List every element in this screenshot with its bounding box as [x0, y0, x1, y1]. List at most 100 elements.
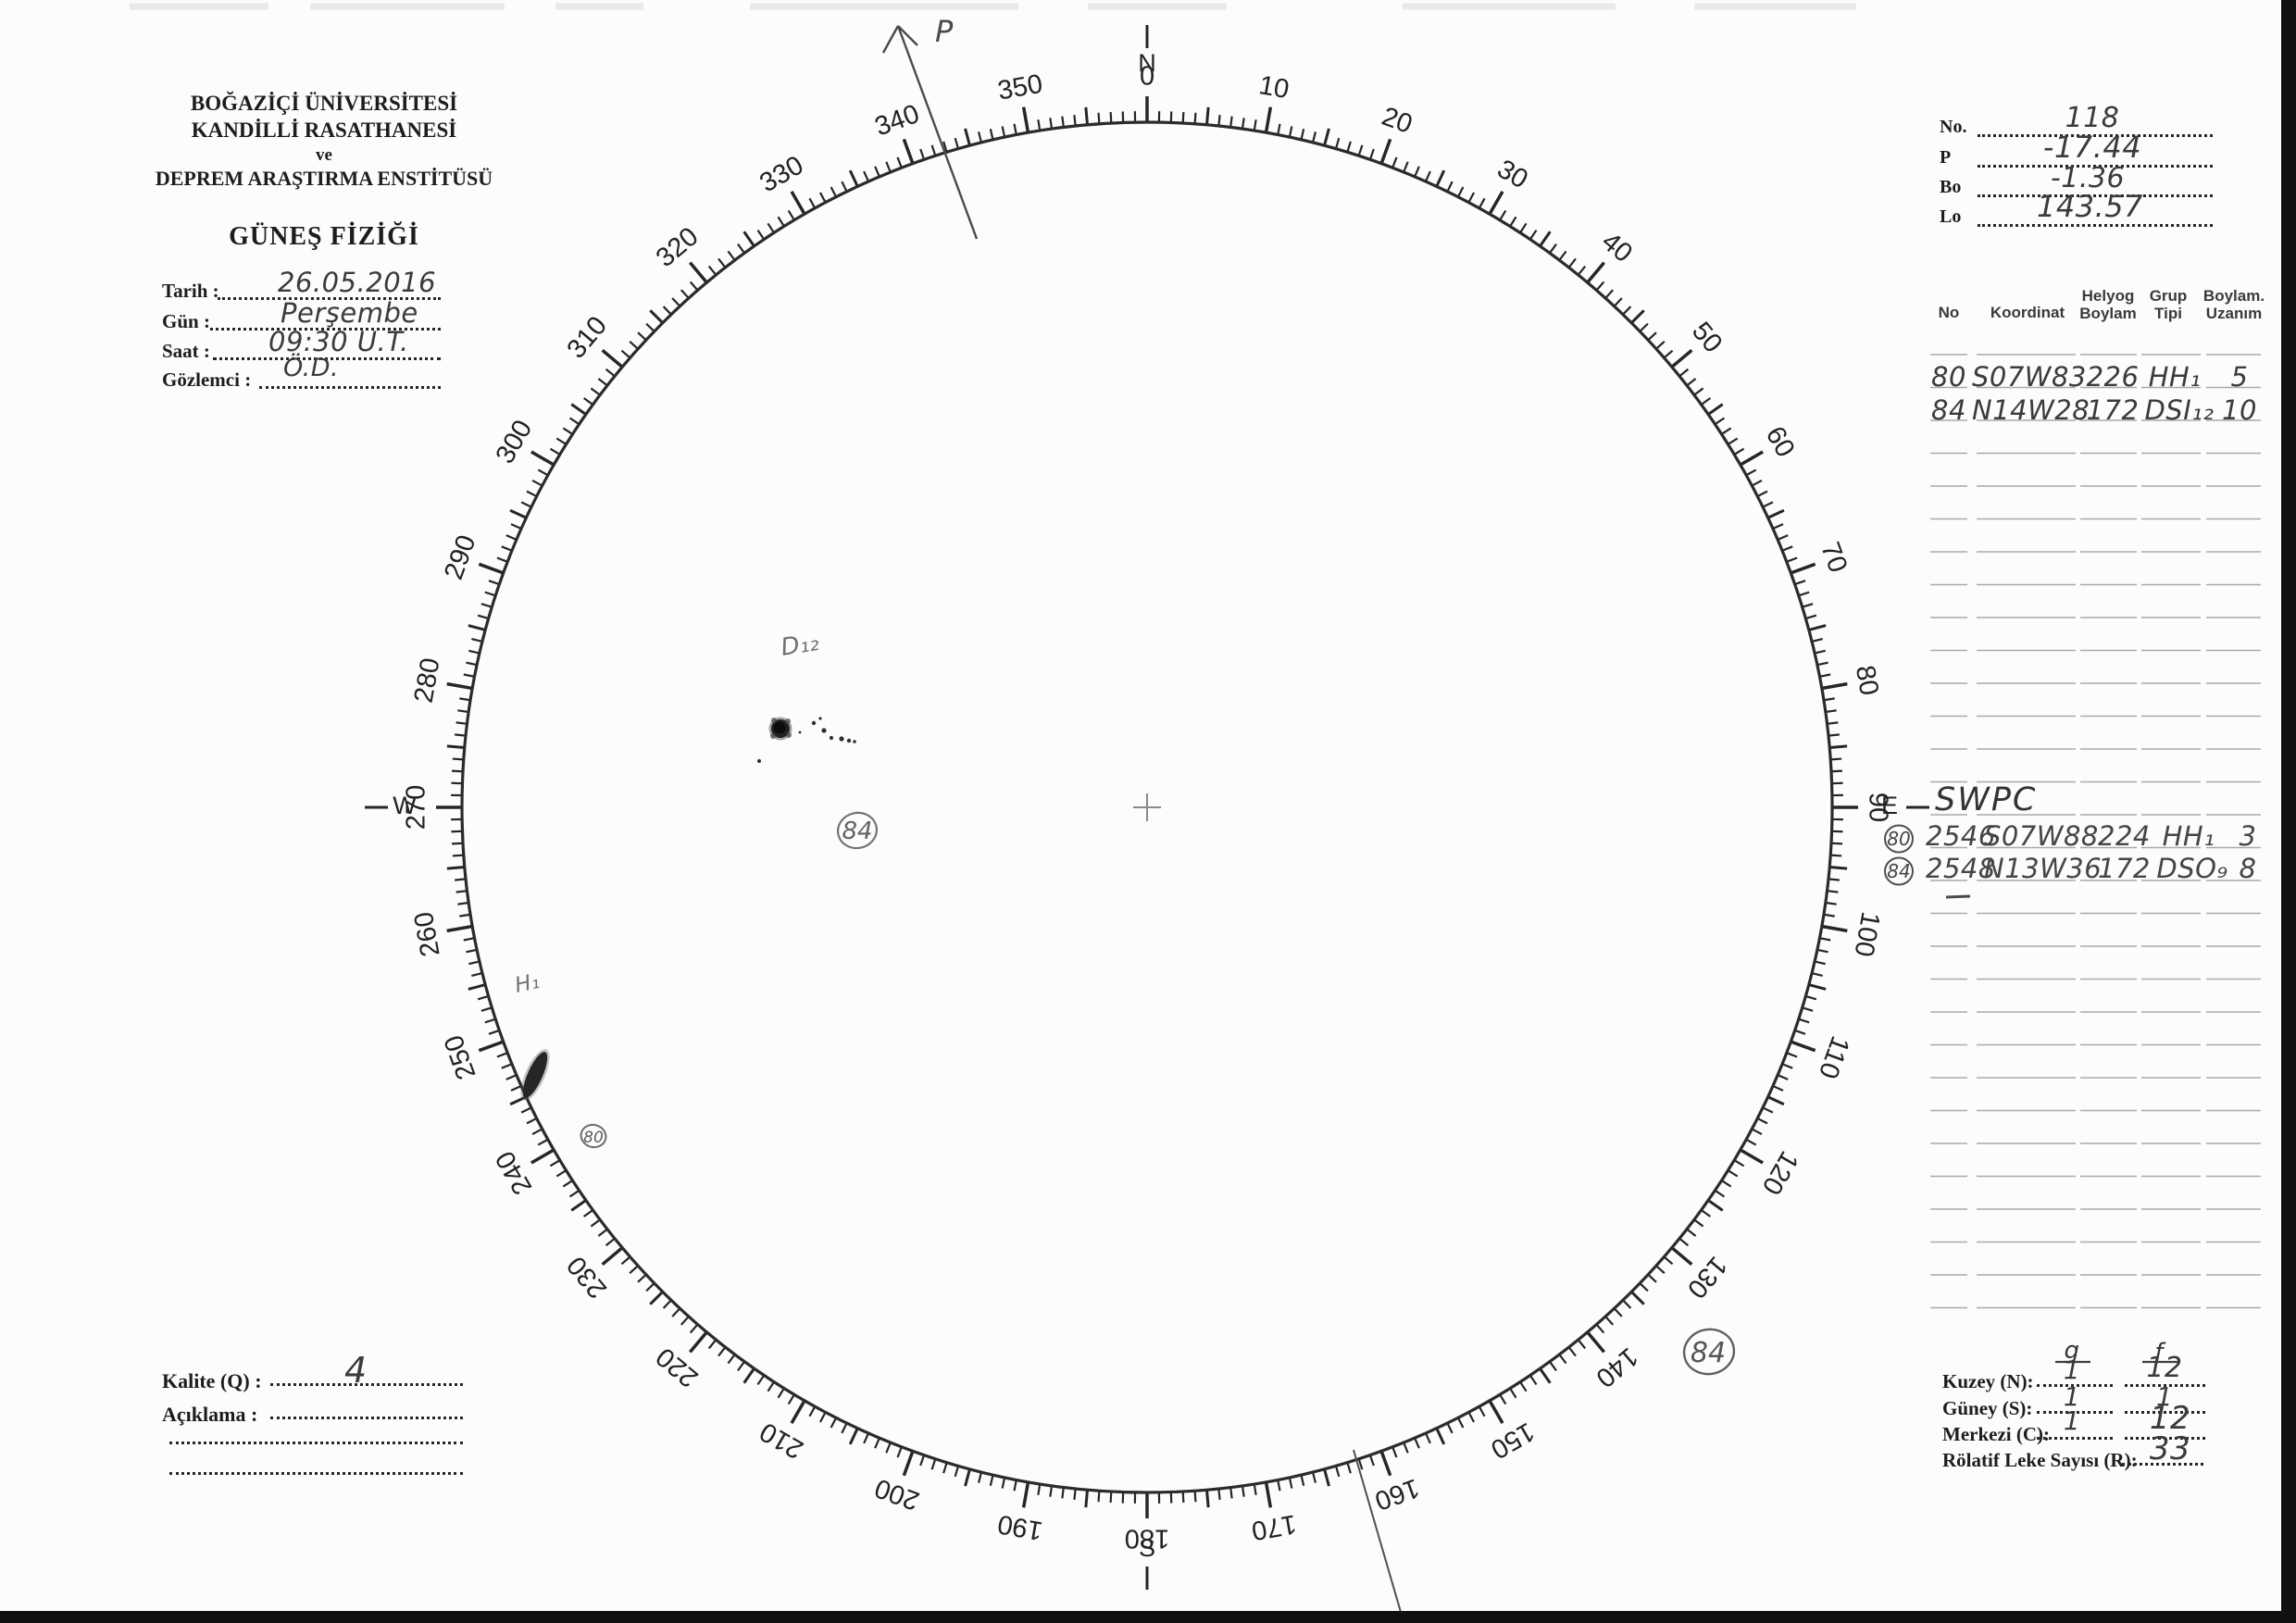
- swpc-row-cell: DSO₉: [2156, 853, 2228, 884]
- svg-text:100: 100: [1848, 909, 1885, 958]
- svg-text:150: 150: [1486, 1417, 1540, 1465]
- svg-text:N: N: [1138, 49, 1156, 77]
- institution-line: KANDİLLİ RASATHANESİ: [191, 118, 457, 142]
- gozlemci-value: Ö.D.: [283, 354, 340, 382]
- stray-pencil-line: [1353, 1449, 1404, 1619]
- table-row-cell: 226: [2086, 361, 2140, 393]
- gozlemci-line: [259, 367, 441, 389]
- tarih-value: 26.05.2016: [278, 267, 437, 298]
- no-label: No.: [1940, 117, 1967, 137]
- svg-text:340: 340: [871, 99, 923, 143]
- table-row-cell: 5: [2230, 361, 2249, 393]
- institution-line: DEPREM ARAŞTIRMA ENSTİTÜSÜ: [155, 167, 493, 191]
- table-row-cell: DSI₁₂: [2144, 394, 2215, 426]
- sunspot-edge: [771, 718, 777, 723]
- col-header-no: No: [1938, 304, 1960, 321]
- circled-84-outer-number: 84: [1691, 1337, 1726, 1369]
- p-line: [1978, 145, 2213, 168]
- group-84-type-label: D₁₂: [779, 629, 820, 662]
- no-value: 118: [2065, 102, 2120, 134]
- tarih-line: [218, 278, 441, 300]
- merkezi-label: Merkezi (C):: [1942, 1423, 2051, 1445]
- sunspot-group-80: H₁ 80: [513, 969, 607, 1149]
- kuzey-f-value: 12: [2146, 1352, 2183, 1384]
- swpc-row-cell: 172: [2098, 853, 2151, 884]
- solar-disk-rim: [460, 120, 1834, 1494]
- kuzey-f-line: [2125, 1365, 2205, 1387]
- swpc-label: SWPC: [1935, 781, 2038, 818]
- merkezi-f-line: [2125, 1417, 2205, 1440]
- col-header-uzanim: Boylam. Uzanım: [2202, 287, 2265, 322]
- pencil-circle: [1884, 824, 1914, 854]
- kuzey-label: Kuzey (N):: [1942, 1370, 2034, 1392]
- lo-label: Lo: [1940, 206, 1962, 227]
- svg-text:120: 120: [1756, 1146, 1804, 1200]
- saat-value: 09:30 U.T.: [268, 326, 409, 357]
- rolatif-line: [2122, 1443, 2203, 1466]
- svg-text:220: 220: [651, 1342, 705, 1393]
- kuzey-g-line: [2037, 1365, 2113, 1387]
- col-header-koordinat: Koordinat: [1990, 304, 2065, 321]
- table-row-cell: HH₁: [2148, 361, 2202, 393]
- bo-value: -1.36: [2050, 162, 2126, 194]
- rolatif-value: 33: [2149, 1430, 2191, 1467]
- col-header-helyog: Helyog Boylam: [2079, 287, 2137, 322]
- svg-text:190: 190: [995, 1508, 1044, 1545]
- svg-text:E: E: [1881, 792, 1898, 819]
- p-label: P: [1940, 147, 1952, 168]
- guney-f-line: [2125, 1392, 2205, 1414]
- swpc-row1-circled: 80: [1887, 828, 1910, 850]
- svg-text:110: 110: [1813, 1032, 1855, 1082]
- svg-text:260: 260: [409, 909, 446, 958]
- pencil-circle: [1682, 1328, 1736, 1376]
- swpc-row-cell: 3: [2239, 820, 2257, 852]
- svg-text:180: 180: [1125, 1523, 1169, 1553]
- kalite-label: Kalite (Q) :: [162, 1369, 262, 1392]
- sunspot-trailing-specks: [757, 717, 856, 763]
- no-line: [1978, 115, 2213, 137]
- merkezi-g-line: [2037, 1417, 2113, 1440]
- rolatif-label: Rölatif Leke Sayısı (R):: [1942, 1449, 2138, 1471]
- guney-f-value: 1: [2155, 1381, 2174, 1412]
- circled-84-annotation-outer: 84: [1682, 1328, 1736, 1376]
- svg-text:0: 0: [1140, 62, 1154, 92]
- svg-text:330: 330: [755, 150, 808, 198]
- svg-text:230: 230: [562, 1251, 614, 1305]
- col-header-grup: Grup Tipi: [2149, 287, 2188, 322]
- aciklama-line: [270, 1397, 463, 1419]
- group-84-number: 84: [842, 818, 872, 845]
- sunspot-edge: [770, 733, 776, 739]
- bo-line: [1978, 175, 2213, 197]
- table-row-cell: N14W28: [1972, 394, 2090, 426]
- gozlemci-label: Gözlemci :: [162, 368, 252, 391]
- group-80-type-label: H₁: [513, 969, 542, 998]
- gun-line: [210, 308, 441, 331]
- svg-text:270: 270: [402, 785, 431, 830]
- aciklama-label: Açıklama :: [162, 1403, 258, 1426]
- merkezi-g-value: 1: [2063, 1405, 2081, 1436]
- p-arrow-label: P: [935, 14, 954, 49]
- svg-text:210: 210: [755, 1417, 808, 1465]
- gun-label: Gün :: [162, 310, 210, 332]
- p-value: -17.44: [2042, 130, 2142, 165]
- summary-col-f: f: [2154, 1339, 2164, 1367]
- svg-text:280: 280: [409, 655, 446, 705]
- sunspot-group-84: D₁₂ 84: [757, 629, 879, 850]
- bo-label: Bo: [1940, 177, 1962, 197]
- svg-text:130: 130: [1681, 1251, 1733, 1305]
- aciklama-line3: [169, 1453, 463, 1475]
- institution-line: BOĞAZİÇİ ÜNİVERSİTESİ: [190, 92, 458, 115]
- guney-g-line: [2037, 1392, 2113, 1414]
- aciklama-line2: [169, 1422, 463, 1444]
- svg-text:30: 30: [1492, 154, 1533, 194]
- summary-col-g: g: [2064, 1337, 2080, 1365]
- svg-text:70: 70: [1815, 538, 1853, 576]
- swpc-row-cell: 8: [2239, 853, 2257, 884]
- kalite-value: 4: [344, 1350, 368, 1391]
- svg-text:200: 200: [871, 1472, 923, 1516]
- svg-text:170: 170: [1249, 1508, 1298, 1545]
- table-row-cell: 84: [1931, 394, 1966, 426]
- circled-group-number: [580, 1123, 607, 1149]
- saat-label: Saat :: [162, 340, 210, 362]
